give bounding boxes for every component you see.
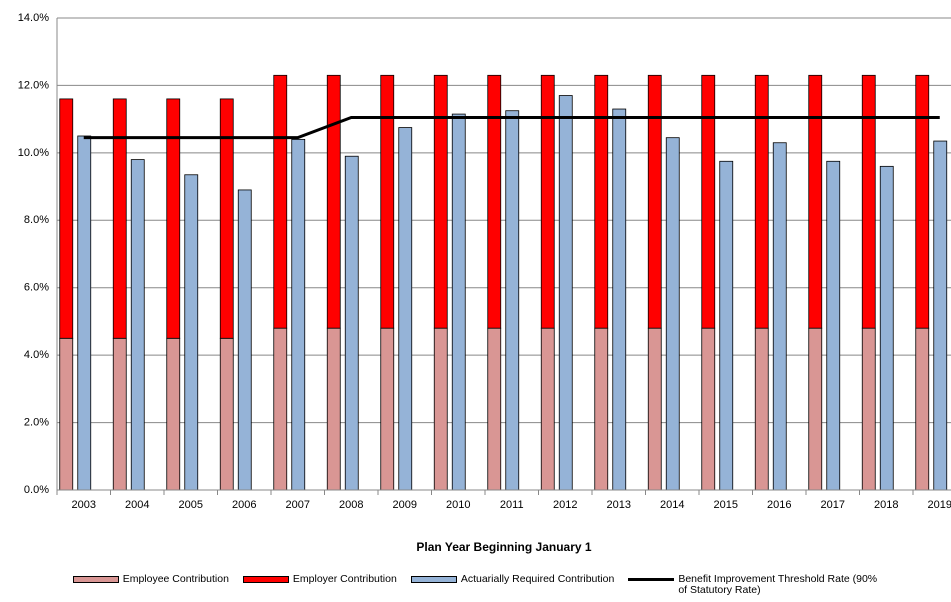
bar-segment (219, 337, 234, 491)
legend-label: Actuarially Required Contribution (460, 573, 615, 585)
x-tick-label: 2006 (232, 499, 256, 511)
x-axis-title: Plan Year Beginning January 1 (416, 540, 592, 554)
bar-segment (326, 327, 341, 491)
x-tick-label: 2009 (393, 499, 417, 511)
legend-label: Employee Contribution (122, 573, 229, 585)
bar (344, 155, 359, 491)
bar (505, 110, 520, 491)
y-tick-label: 4.0% (24, 349, 49, 361)
bar (237, 189, 252, 491)
legend-item: Employee Contribution (72, 573, 229, 585)
bar-segment (594, 327, 609, 491)
bar-segment (380, 74, 395, 329)
legend-item: Employer Contribution (242, 573, 397, 585)
bar (558, 95, 573, 491)
bar (826, 160, 841, 491)
x-tick-label: 2003 (72, 499, 96, 511)
bar (879, 165, 894, 491)
y-tick-label: 8.0% (24, 214, 49, 226)
threshold-line (83, 115, 940, 140)
y-tick-label: 2.0% (24, 416, 49, 428)
x-tick-label: 2013 (607, 499, 631, 511)
bar (130, 159, 145, 491)
bar-segment (433, 327, 448, 491)
bar-segment (166, 337, 181, 491)
bar (612, 108, 627, 491)
x-tick-label: 2015 (714, 499, 738, 511)
bar-segment (540, 74, 555, 329)
chart: Plan Year Beginning January 1 0.0% 2.0% 4.… (18, 12, 951, 554)
bar-segment (808, 74, 823, 329)
bar (719, 160, 734, 491)
x-tick-label: 2016 (767, 499, 791, 511)
bar-segment (540, 327, 555, 491)
legend-swatch (72, 576, 119, 583)
x-tick-label: 2004 (125, 499, 149, 511)
x-tick-label: 2010 (446, 499, 470, 511)
bar (933, 140, 948, 491)
bar-segment (861, 74, 876, 329)
legend-label: Employer Contribution (292, 573, 397, 585)
bar-segment (701, 327, 716, 491)
bar-segment (487, 74, 502, 329)
bar-segment (112, 98, 127, 339)
bar (291, 138, 306, 491)
y-tick-label: 6.0% (24, 282, 49, 294)
legend-swatch (242, 576, 289, 583)
x-tick-label: 2017 (821, 499, 845, 511)
legend-swatch (628, 578, 675, 581)
bar-segment (754, 327, 769, 491)
bar-segment (59, 337, 74, 491)
bar-segment (754, 74, 769, 329)
y-tick-label: 12.0% (18, 79, 49, 91)
bar (665, 137, 680, 491)
y-tick-label: 10.0% (18, 147, 49, 159)
bar-segment (808, 327, 823, 491)
bar-segment (433, 74, 448, 329)
legend-swatch (410, 576, 457, 583)
bar (184, 174, 199, 491)
bar (77, 135, 92, 491)
bar-segment (701, 74, 716, 329)
bar-segment (594, 74, 609, 329)
bar (398, 127, 413, 491)
x-tick-label: 2011 (500, 499, 524, 511)
bar (451, 113, 466, 491)
bar-segment (380, 327, 395, 491)
x-tick-label: 2019 (928, 499, 951, 511)
bar-segment (112, 337, 127, 491)
x-tick-label: 2012 (553, 499, 577, 511)
bar-segment (647, 327, 662, 491)
x-tick-label: 2005 (179, 499, 203, 511)
y-tick-label: 14.0% (18, 12, 49, 24)
x-tick-label: 2008 (339, 499, 363, 511)
bar-segment (219, 98, 234, 339)
legend-item: Benefit Improvement Threshold Rate (90% … (628, 574, 878, 596)
bar-segment (487, 327, 502, 491)
y-tick-label: 0.0% (24, 484, 49, 496)
bar-segment (647, 74, 662, 329)
bar-segment (166, 98, 181, 339)
bar (772, 142, 787, 491)
bar-segment (861, 327, 876, 491)
x-tick-label: 2018 (874, 499, 898, 511)
bar-segment (273, 74, 288, 329)
legend-item: Actuarially Required Contribution (410, 573, 615, 585)
bar-segment (273, 327, 288, 491)
bar-segment (59, 98, 74, 339)
legend: Employee Contribution Employer Contributi… (0, 574, 951, 596)
bar-segment (915, 327, 930, 491)
bar-segment (915, 74, 930, 329)
x-tick-label: 2007 (286, 499, 310, 511)
bar-segment (326, 74, 341, 329)
legend-label: Benefit Improvement Threshold Rate (90% … (678, 573, 878, 596)
x-tick-label: 2014 (660, 499, 684, 511)
